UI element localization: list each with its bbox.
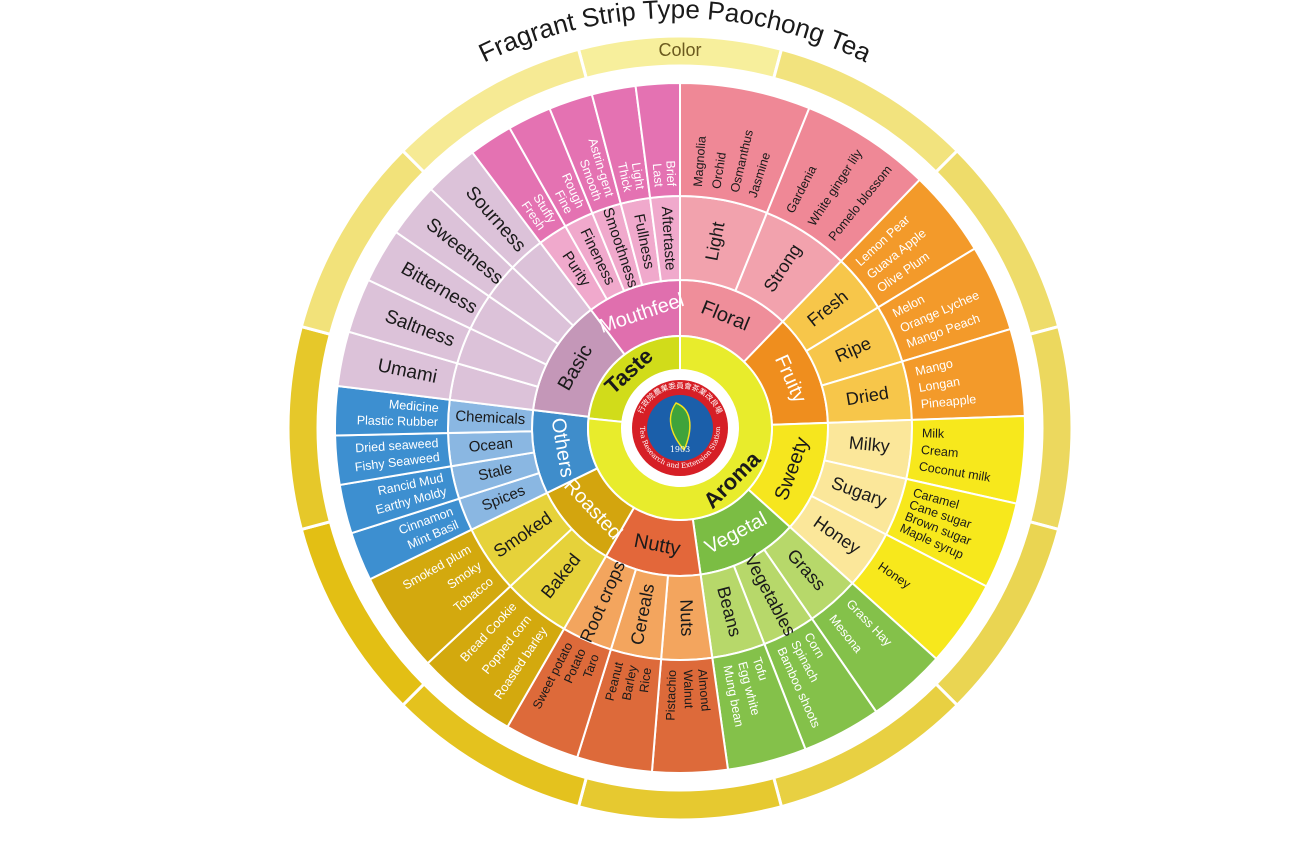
descriptor-label: Pistachio <box>664 670 680 721</box>
logo-year: 1903 <box>670 445 690 454</box>
tea-leaf-icon <box>669 402 691 452</box>
descriptor-label: Dried seaweed <box>355 436 439 455</box>
color-ring-segment <box>576 775 784 822</box>
color-ring: Color <box>286 34 1074 822</box>
descriptor-label: Thick <box>615 161 635 194</box>
color-ring-segment <box>400 47 589 175</box>
descriptor-label: Almond <box>695 668 713 711</box>
subcategory-label: Chemicals <box>455 408 526 428</box>
descriptor-label: Longan <box>918 374 961 395</box>
descriptor-segment <box>634 81 681 200</box>
descriptor-label: Barley <box>620 663 641 701</box>
color-ring-segment <box>1027 324 1074 532</box>
descriptor-label: Last <box>650 163 666 188</box>
subcategory-label: Ocean <box>468 435 514 456</box>
descriptor-label: Light <box>629 161 647 191</box>
descriptor-label: Rice <box>637 667 654 694</box>
descriptor-label: Brief <box>663 160 678 187</box>
descriptor-label: Orchid <box>709 151 728 190</box>
descriptor-label: Cream <box>920 443 959 460</box>
subcategory-label: Milky <box>848 433 891 457</box>
color-ring-segment <box>286 324 333 532</box>
descriptor-label: Plastic Rubber <box>357 413 439 429</box>
color-ring-label: Color <box>658 40 701 60</box>
subcategory-label: Aftertaste <box>658 206 679 271</box>
flavor-segments <box>334 81 1026 774</box>
descriptor-label: Magnolia <box>691 135 709 187</box>
subcategory-label: Nuts <box>676 599 697 637</box>
descriptor-label: Milk <box>922 426 945 441</box>
descriptor-label: Medicine <box>388 397 439 415</box>
descriptor-label: Walnut <box>681 670 696 709</box>
descriptor-label: Pineapple <box>920 392 977 411</box>
